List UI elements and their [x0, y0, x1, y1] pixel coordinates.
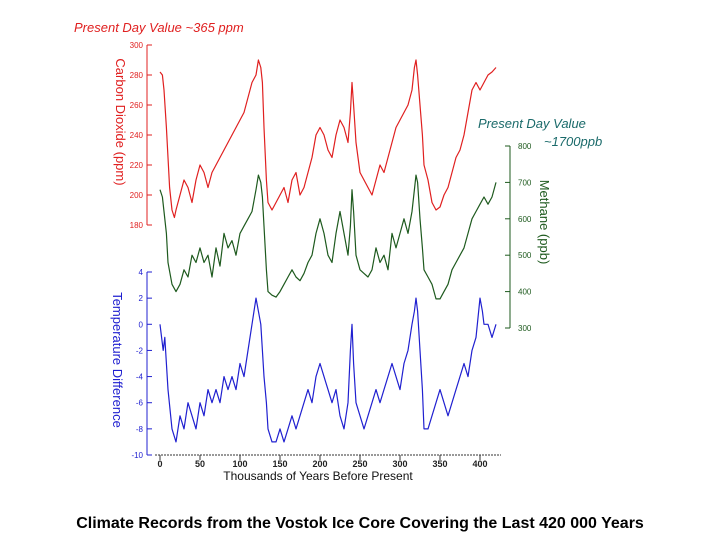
y-tick-label-0: 240 [130, 131, 144, 140]
y-tick-label-1: 500 [518, 251, 532, 260]
y-tick-label-1: 300 [518, 324, 532, 333]
y-tick-label-0: 200 [130, 191, 144, 200]
x-tick-label: 300 [392, 459, 407, 469]
x-tick-label: 50 [195, 459, 205, 469]
y-tick-label-1: 600 [518, 215, 532, 224]
x-tick-label: 400 [472, 459, 487, 469]
series-line-2 [159, 297, 497, 443]
y-axis-label-1: Methane (ppb) [537, 180, 552, 265]
x-tick-label: 350 [432, 459, 447, 469]
y-tick-label-2: -6 [136, 399, 144, 408]
y-tick-label-2: -4 [136, 373, 144, 382]
co2-present-day-annotation: Present Day Value ~365 ppm [74, 20, 244, 35]
x-axis-label: Thousands of Years Before Present [223, 469, 413, 483]
y-tick-label-2: 4 [139, 268, 144, 277]
ch4-present-day-annotation: Present Day Value [478, 116, 586, 131]
x-tick-label: 0 [157, 459, 162, 469]
figure-caption: Climate Records from the Vostok Ice Core… [76, 515, 644, 532]
y-tick-label-2: 0 [139, 320, 144, 329]
x-tick-label: 150 [272, 459, 287, 469]
x-tick-label: 200 [312, 459, 327, 469]
y-tick-label-2: -2 [136, 346, 144, 355]
y-tick-label-2: -10 [131, 451, 143, 460]
series-line-0 [159, 59, 497, 219]
y-tick-label-2: -8 [136, 425, 144, 434]
x-tick-label: 250 [352, 459, 367, 469]
y-tick-label-1: 700 [518, 178, 532, 187]
y-tick-label-1: 800 [518, 142, 532, 151]
y-tick-label-0: 280 [130, 71, 144, 80]
y-tick-label-0: 300 [130, 41, 144, 50]
x-tick-label: 100 [232, 459, 247, 469]
y-tick-label-0: 260 [130, 101, 144, 110]
y-tick-label-0: 180 [130, 221, 144, 230]
y-axis-label-0: Carbon Dioxide (ppm) [113, 58, 128, 185]
series-line-1 [159, 174, 497, 300]
y-tick-label-2: 2 [139, 294, 144, 303]
y-tick-label-0: 220 [130, 161, 144, 170]
y-axis-label-2: Temperature Difference [110, 292, 125, 428]
y-tick-label-1: 400 [518, 288, 532, 297]
ch4-present-day-value: ~1700ppb [544, 134, 603, 149]
